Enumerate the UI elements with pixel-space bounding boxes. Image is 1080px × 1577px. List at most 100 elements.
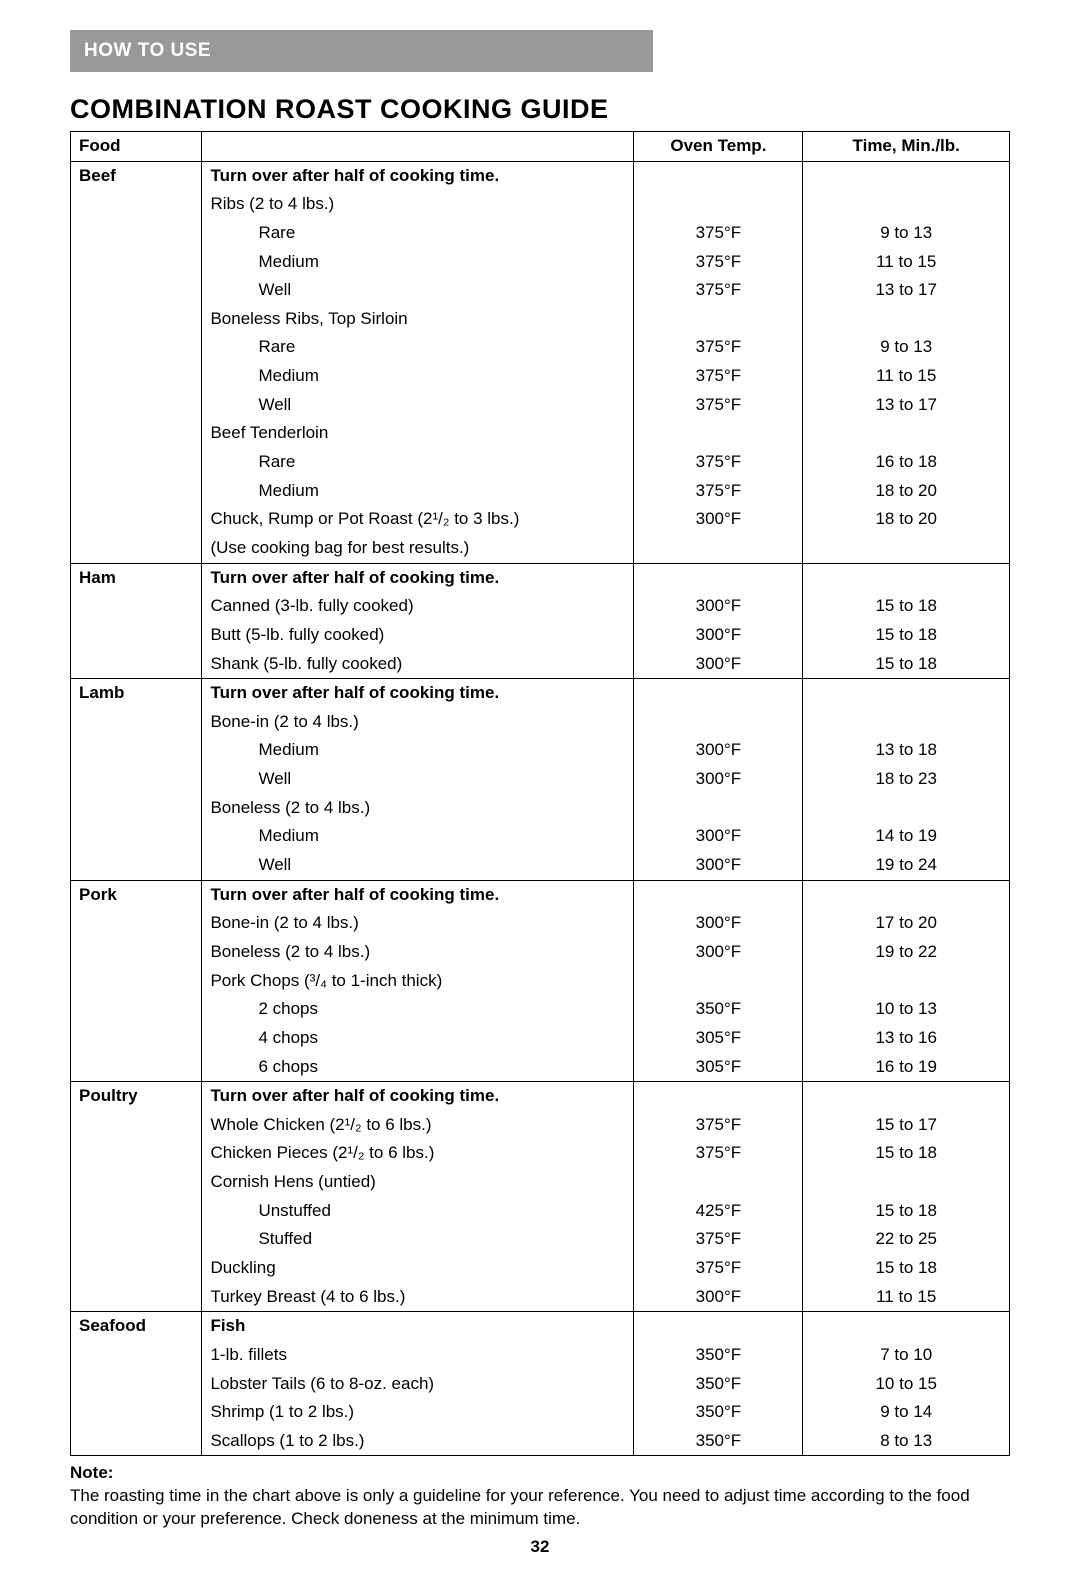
cell-temp bbox=[634, 967, 803, 996]
cell-temp: 375°F bbox=[634, 1254, 803, 1283]
table-row: Medium300°F14 to 19 bbox=[71, 822, 1010, 851]
table-row: (Use cooking bag for best results.) bbox=[71, 534, 1010, 563]
cell-temp: 300°F bbox=[634, 938, 803, 967]
table-row: Scallops (1 to 2 lbs.)350°F8 to 13 bbox=[71, 1427, 1010, 1456]
cell-item: Rare bbox=[202, 448, 634, 477]
cell-time: 15 to 18 bbox=[803, 650, 1010, 679]
category-cell: Lamb bbox=[71, 679, 202, 880]
table-row: Well300°F18 to 23 bbox=[71, 765, 1010, 794]
cell-temp: 300°F bbox=[634, 592, 803, 621]
cell-temp: 300°F bbox=[634, 909, 803, 938]
cell-item: Medium bbox=[202, 477, 634, 506]
cell-temp bbox=[634, 679, 803, 708]
cell-temp: 375°F bbox=[634, 276, 803, 305]
col-time: Time, Min./lb. bbox=[803, 132, 1010, 162]
cell-time: 18 to 20 bbox=[803, 505, 1010, 534]
section-header: HOW TO USE bbox=[70, 30, 653, 72]
cell-time bbox=[803, 1168, 1010, 1197]
cell-time: 15 to 18 bbox=[803, 592, 1010, 621]
table-row: Beef Tenderloin bbox=[71, 419, 1010, 448]
cell-item: Boneless (2 to 4 lbs.) bbox=[202, 794, 634, 823]
col-food: Food bbox=[71, 132, 202, 162]
cell-time bbox=[803, 419, 1010, 448]
section-head-row: PorkTurn over after half of cooking time… bbox=[71, 880, 1010, 909]
cell-time bbox=[803, 794, 1010, 823]
table-row: 1-lb. fillets350°F7 to 10 bbox=[71, 1341, 1010, 1370]
table-row: Bone-in (2 to 4 lbs.) bbox=[71, 708, 1010, 737]
cell-temp: 305°F bbox=[634, 1024, 803, 1053]
cell-temp: 300°F bbox=[634, 851, 803, 880]
table-row: Medium375°F11 to 15 bbox=[71, 362, 1010, 391]
cell-time: 15 to 18 bbox=[803, 1197, 1010, 1226]
cell-item: Boneless (2 to 4 lbs.) bbox=[202, 938, 634, 967]
cell-item: 2 chops bbox=[202, 995, 634, 1024]
cell-item: Unstuffed bbox=[202, 1197, 634, 1226]
section-head-row: PoultryTurn over after half of cooking t… bbox=[71, 1082, 1010, 1111]
table-row: Bone-in (2 to 4 lbs.)300°F17 to 20 bbox=[71, 909, 1010, 938]
cell-time: 15 to 18 bbox=[803, 1254, 1010, 1283]
table-row: Boneless Ribs, Top Sirloin bbox=[71, 305, 1010, 334]
cell-temp bbox=[634, 1312, 803, 1341]
cell-item: Stuffed bbox=[202, 1225, 634, 1254]
table-row: Rare375°F9 to 13 bbox=[71, 219, 1010, 248]
cell-time: 13 to 16 bbox=[803, 1024, 1010, 1053]
cell-item: Well bbox=[202, 276, 634, 305]
table-row: Unstuffed425°F15 to 18 bbox=[71, 1197, 1010, 1226]
cell-item: (Use cooking bag for best results.) bbox=[202, 534, 634, 563]
cell-temp: 300°F bbox=[634, 621, 803, 650]
section-instruction: Turn over after half of cooking time. bbox=[202, 679, 634, 708]
cell-temp bbox=[634, 305, 803, 334]
cell-item: Duckling bbox=[202, 1254, 634, 1283]
cell-temp: 305°F bbox=[634, 1053, 803, 1082]
table-row: Rare375°F9 to 13 bbox=[71, 333, 1010, 362]
cell-item: Bone-in (2 to 4 lbs.) bbox=[202, 909, 634, 938]
table-row: Medium375°F18 to 20 bbox=[71, 477, 1010, 506]
cell-item: Bone-in (2 to 4 lbs.) bbox=[202, 708, 634, 737]
cell-item: 4 chops bbox=[202, 1024, 634, 1053]
cell-item: Cornish Hens (untied) bbox=[202, 1168, 634, 1197]
table-header-row: Food Oven Temp.Time, Min./lb. bbox=[71, 132, 1010, 162]
cell-temp: 375°F bbox=[634, 477, 803, 506]
cell-temp: 350°F bbox=[634, 1398, 803, 1427]
cell-time: 11 to 15 bbox=[803, 1283, 1010, 1312]
cell-item: Medium bbox=[202, 362, 634, 391]
cell-item: Well bbox=[202, 851, 634, 880]
cell-item: Rare bbox=[202, 219, 634, 248]
category-cell: Ham bbox=[71, 563, 202, 679]
cell-time: 9 to 14 bbox=[803, 1398, 1010, 1427]
cell-item: 6 chops bbox=[202, 1053, 634, 1082]
page-title: COMBINATION ROAST COOKING GUIDE bbox=[70, 94, 1010, 125]
table-row: Well375°F13 to 17 bbox=[71, 391, 1010, 420]
cell-time: 16 to 19 bbox=[803, 1053, 1010, 1082]
cell-time: 18 to 20 bbox=[803, 477, 1010, 506]
cell-time: 11 to 15 bbox=[803, 362, 1010, 391]
section-head-row: HamTurn over after half of cooking time. bbox=[71, 563, 1010, 592]
page-number: 32 bbox=[70, 1537, 1010, 1557]
cell-item: Scallops (1 to 2 lbs.) bbox=[202, 1427, 634, 1456]
table-row: 4 chops305°F13 to 16 bbox=[71, 1024, 1010, 1053]
table-row: Medium300°F13 to 18 bbox=[71, 736, 1010, 765]
cell-time: 13 to 17 bbox=[803, 391, 1010, 420]
note-text: The roasting time in the chart above is … bbox=[70, 1486, 970, 1528]
cell-item: Whole Chicken (2¹/₂ to 6 lbs.) bbox=[202, 1111, 634, 1140]
table-row: Boneless (2 to 4 lbs.) bbox=[71, 794, 1010, 823]
category-cell: Poultry bbox=[71, 1082, 202, 1312]
category-cell: Seafood bbox=[71, 1312, 202, 1456]
cell-time: 22 to 25 bbox=[803, 1225, 1010, 1254]
cell-item: Shrimp (1 to 2 lbs.) bbox=[202, 1398, 634, 1427]
section-instruction: Turn over after half of cooking time. bbox=[202, 1082, 634, 1111]
cell-item: Well bbox=[202, 765, 634, 794]
table-row: Turkey Breast (4 to 6 lbs.)300°F11 to 15 bbox=[71, 1283, 1010, 1312]
table-row: Cornish Hens (untied) bbox=[71, 1168, 1010, 1197]
cell-temp bbox=[634, 161, 803, 190]
cell-item: Medium bbox=[202, 248, 634, 277]
cell-time: 18 to 23 bbox=[803, 765, 1010, 794]
cell-temp bbox=[634, 794, 803, 823]
cell-temp bbox=[634, 419, 803, 448]
section-head-row: LambTurn over after half of cooking time… bbox=[71, 679, 1010, 708]
cell-temp: 350°F bbox=[634, 1370, 803, 1399]
table-row: Canned (3-lb. fully cooked)300°F15 to 18 bbox=[71, 592, 1010, 621]
col-temp: Oven Temp. bbox=[634, 132, 803, 162]
cell-temp bbox=[634, 190, 803, 219]
cell-temp: 300°F bbox=[634, 765, 803, 794]
